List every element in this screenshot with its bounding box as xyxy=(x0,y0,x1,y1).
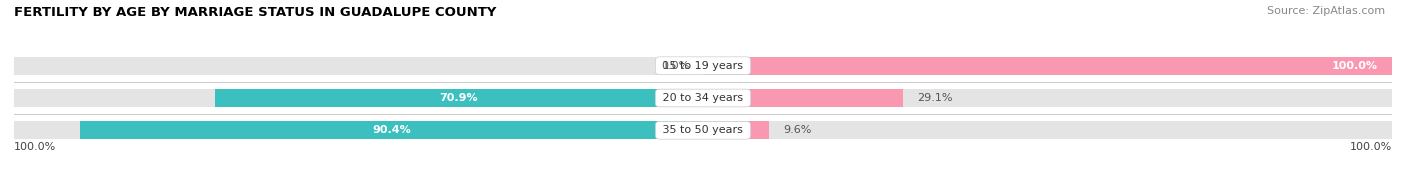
Text: 90.4%: 90.4% xyxy=(373,125,411,135)
Bar xyxy=(80,121,703,139)
Text: 15 to 19 years: 15 to 19 years xyxy=(659,61,747,71)
Bar xyxy=(14,121,703,139)
Bar xyxy=(703,89,1392,107)
Bar xyxy=(14,89,703,107)
Text: 29.1%: 29.1% xyxy=(917,93,953,103)
Text: 35 to 50 years: 35 to 50 years xyxy=(659,125,747,135)
Bar xyxy=(703,57,1392,75)
Text: 70.9%: 70.9% xyxy=(440,93,478,103)
Text: 9.6%: 9.6% xyxy=(783,125,811,135)
Bar xyxy=(703,89,904,107)
Text: Source: ZipAtlas.com: Source: ZipAtlas.com xyxy=(1267,6,1385,16)
Bar xyxy=(14,57,703,75)
Bar xyxy=(215,89,703,107)
Text: 20 to 34 years: 20 to 34 years xyxy=(659,93,747,103)
Text: 100.0%: 100.0% xyxy=(1350,142,1392,152)
Text: 100.0%: 100.0% xyxy=(1331,61,1378,71)
Text: 0.0%: 0.0% xyxy=(661,61,689,71)
Bar xyxy=(703,121,769,139)
Bar xyxy=(703,121,1392,139)
Text: FERTILITY BY AGE BY MARRIAGE STATUS IN GUADALUPE COUNTY: FERTILITY BY AGE BY MARRIAGE STATUS IN G… xyxy=(14,6,496,19)
Text: 100.0%: 100.0% xyxy=(14,142,56,152)
Bar xyxy=(703,57,1392,75)
